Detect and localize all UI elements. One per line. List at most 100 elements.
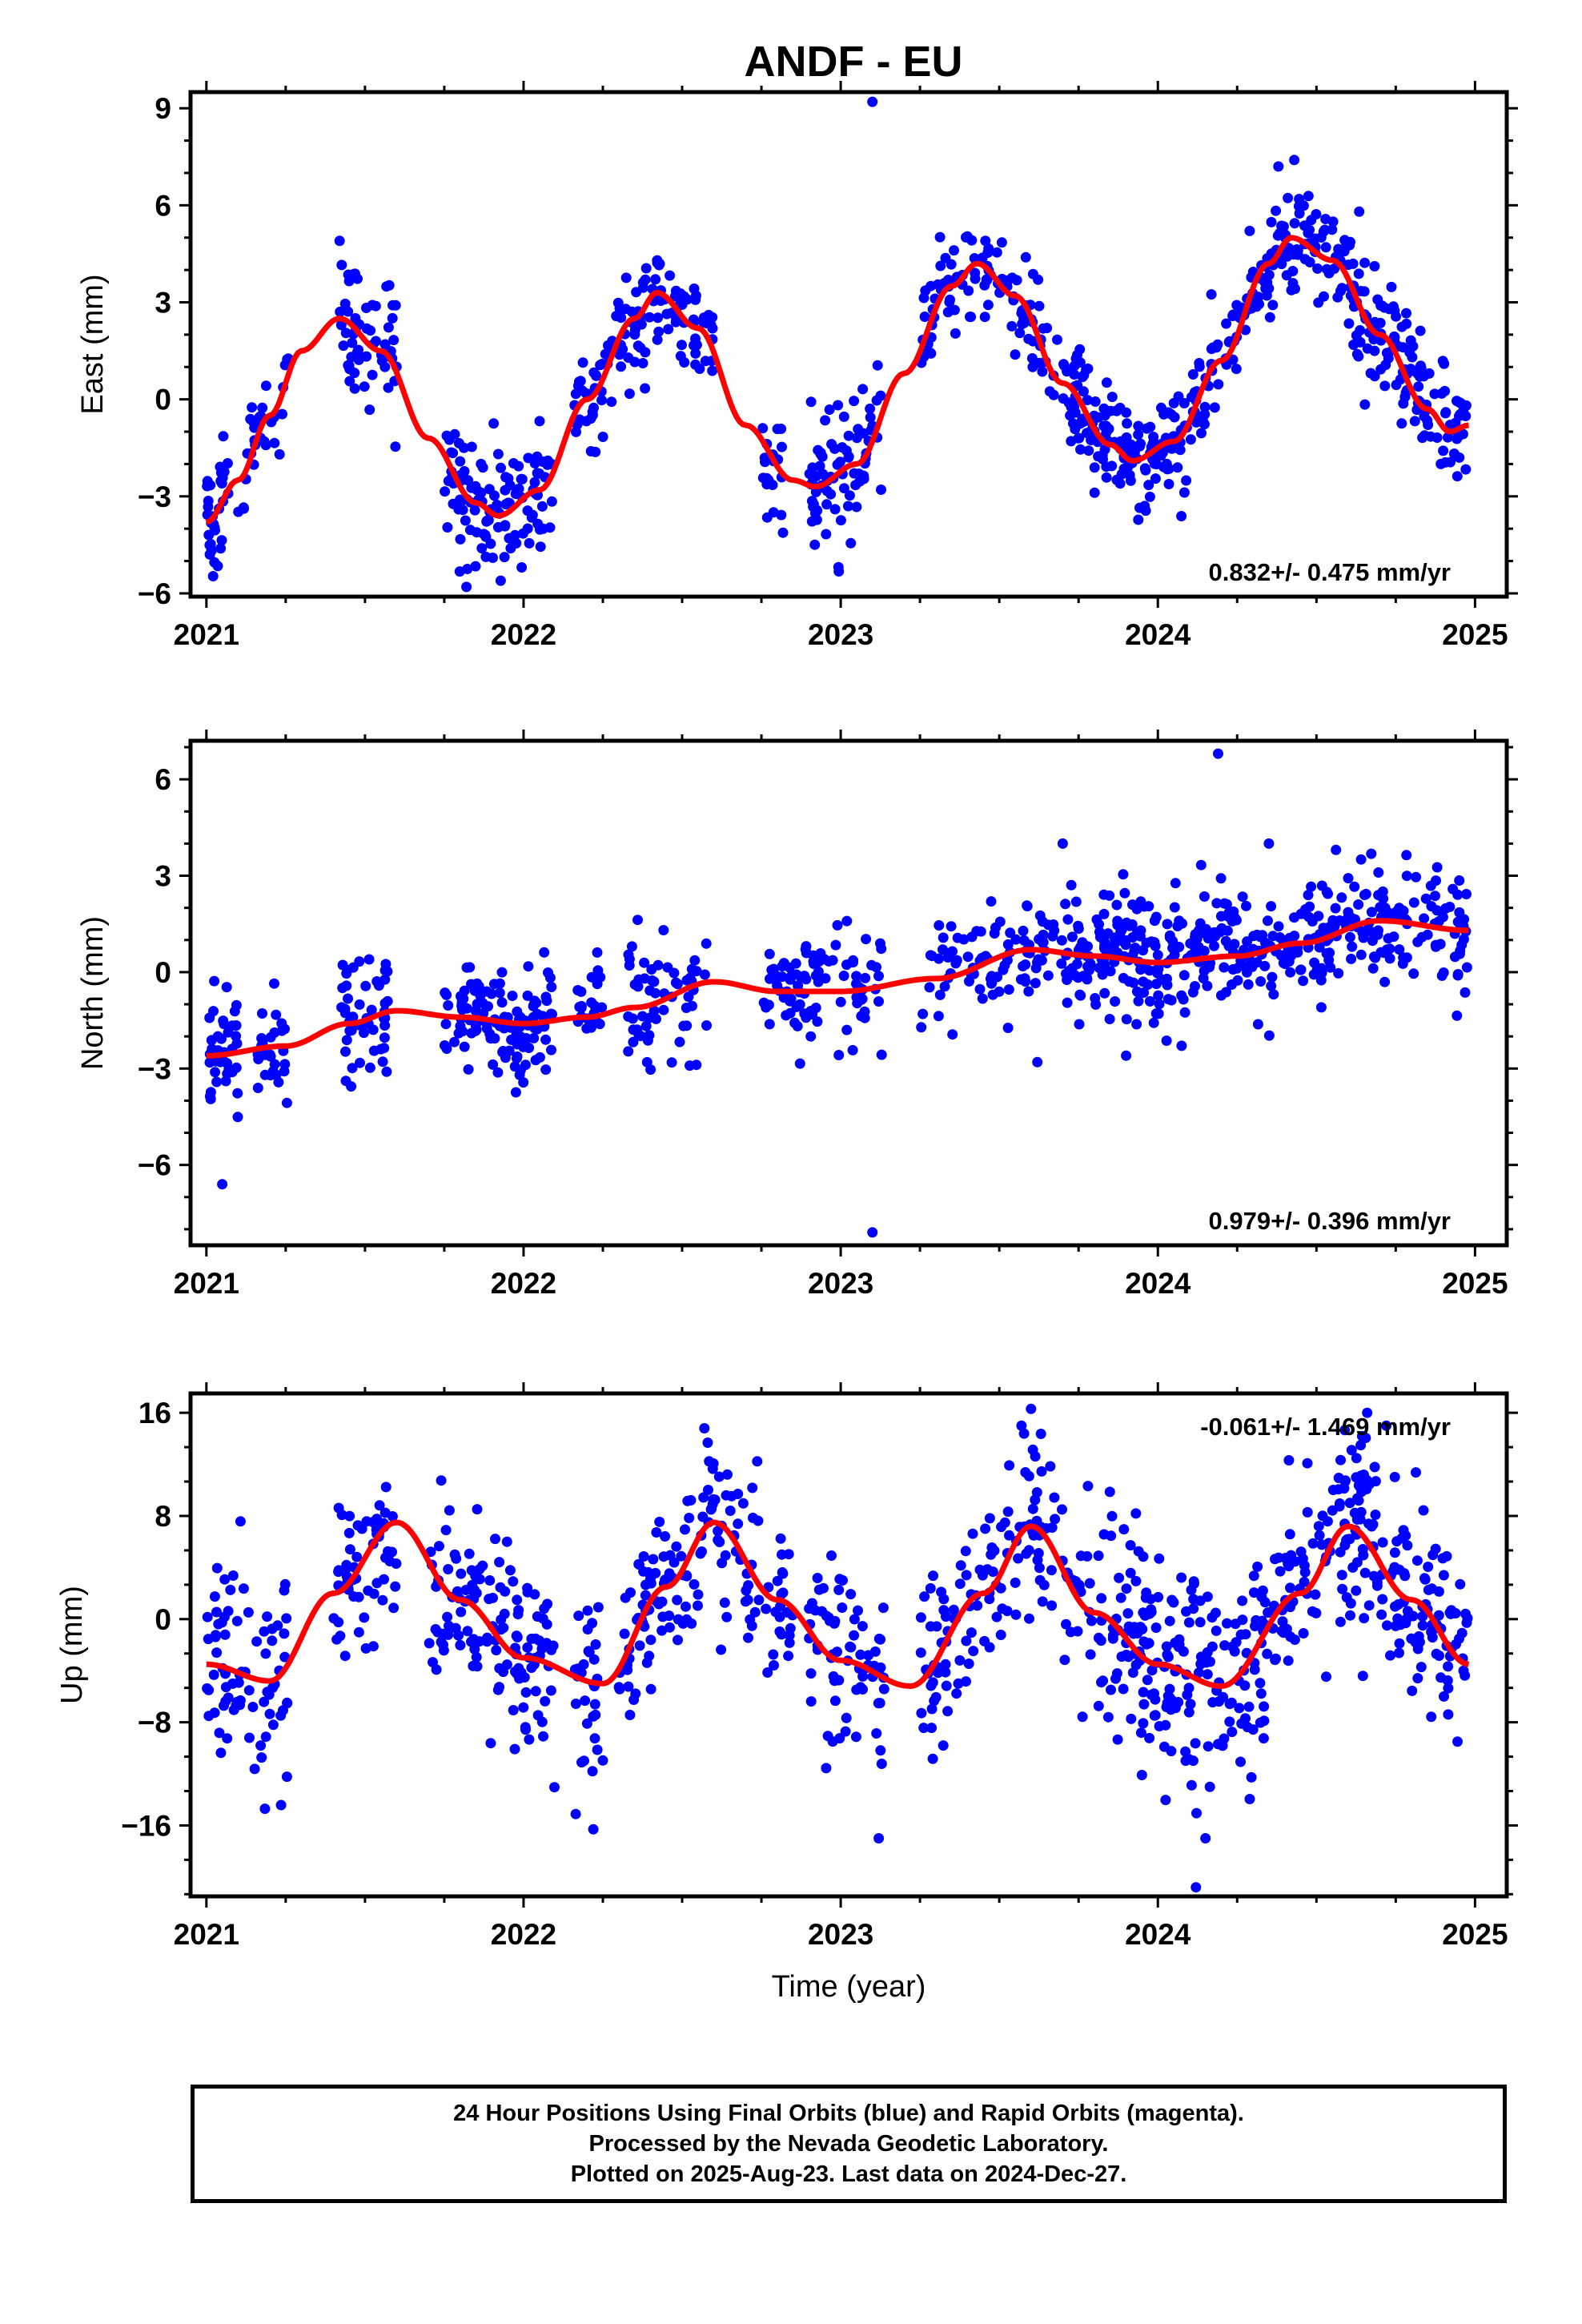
data-point <box>588 1711 599 1722</box>
data-point <box>925 1621 936 1632</box>
data-point <box>1227 979 1237 990</box>
data-point <box>1200 1833 1211 1844</box>
data-point <box>873 971 884 982</box>
data-point <box>982 300 994 311</box>
data-point <box>996 1522 1007 1533</box>
data-point <box>243 1606 254 1618</box>
data-point <box>1359 399 1371 410</box>
data-point <box>451 1553 462 1564</box>
data-point <box>938 1740 949 1751</box>
data-point <box>267 1635 278 1647</box>
data-point <box>869 1646 881 1657</box>
data-point <box>1267 300 1279 311</box>
data-point <box>784 1637 795 1648</box>
data-point <box>702 1437 713 1448</box>
data-point <box>260 1648 271 1659</box>
data-point <box>1103 424 1114 434</box>
data-point <box>690 348 701 359</box>
data-point <box>1433 1610 1444 1621</box>
data-point <box>955 1560 966 1571</box>
data-point <box>355 1057 365 1068</box>
data-point <box>1412 368 1423 379</box>
data-point <box>1086 1615 1097 1626</box>
data-point <box>381 1066 392 1077</box>
data-point <box>743 1632 753 1643</box>
data-point <box>628 1695 640 1705</box>
data-point <box>281 1771 292 1783</box>
data-point <box>542 459 553 470</box>
data-point <box>1366 907 1377 918</box>
rate-annotation: 0.832+/- 0.475 mm/yr <box>1209 558 1451 586</box>
data-point <box>279 1578 291 1590</box>
data-point <box>472 978 483 989</box>
data-point <box>1359 257 1371 268</box>
data-point <box>216 1033 227 1044</box>
data-point <box>1186 1584 1197 1595</box>
data-point <box>1248 931 1259 942</box>
data-point <box>1125 1567 1136 1578</box>
data-point <box>977 993 988 1004</box>
data-point <box>227 1570 239 1581</box>
data-point <box>1060 899 1071 910</box>
data-point <box>441 989 452 1000</box>
data-point <box>1271 1653 1281 1664</box>
data-point <box>470 1005 481 1016</box>
data-point <box>1286 1550 1297 1561</box>
data-point <box>835 515 846 526</box>
data-point <box>281 1097 292 1108</box>
data-point <box>511 1630 522 1642</box>
data-point <box>208 1669 219 1680</box>
data-point <box>652 312 664 324</box>
data-point <box>1362 343 1373 354</box>
data-point <box>806 496 817 507</box>
data-point <box>1046 1600 1058 1611</box>
y-tick-label: −16 <box>121 1809 171 1842</box>
data-point <box>1118 1683 1129 1695</box>
data-point <box>215 543 227 554</box>
data-point <box>1219 1733 1230 1744</box>
data-point <box>684 1513 695 1523</box>
data-point <box>1415 1662 1427 1673</box>
data-point <box>474 1574 485 1585</box>
data-point <box>1066 879 1077 891</box>
data-point <box>821 1610 832 1622</box>
data-point <box>778 992 789 1003</box>
data-point <box>585 446 596 456</box>
data-point <box>536 1643 548 1655</box>
data-point <box>483 1001 493 1012</box>
data-point <box>1169 412 1180 423</box>
data-point <box>466 1565 477 1576</box>
data-point <box>1101 472 1112 483</box>
data-point <box>1183 1707 1195 1718</box>
data-point <box>1098 1675 1109 1687</box>
data-point <box>872 360 883 371</box>
data-point <box>336 1002 347 1013</box>
data-point <box>811 471 822 481</box>
data-point <box>1430 891 1440 902</box>
data-point <box>1375 947 1387 958</box>
data-point <box>1340 1475 1351 1486</box>
data-point <box>215 476 227 487</box>
data-point <box>1122 418 1133 429</box>
data-point <box>1075 444 1086 455</box>
data-point <box>1133 420 1144 432</box>
data-point <box>1461 962 1472 973</box>
data-point <box>1450 1608 1461 1618</box>
data-point <box>1427 1550 1439 1561</box>
data-point <box>764 1019 775 1030</box>
data-point <box>1418 1505 1429 1516</box>
data-point <box>765 973 775 984</box>
data-point <box>1118 869 1129 880</box>
data-point <box>588 367 600 378</box>
data-point <box>1373 890 1384 901</box>
data-point <box>588 1823 599 1835</box>
footer-line-1: 24 Hour Positions Using Final Orbits (bl… <box>453 2101 1244 2126</box>
data-point <box>1448 448 1460 459</box>
data-point <box>833 400 844 411</box>
x-tick-label: 2025 <box>1442 1918 1508 1951</box>
data-point <box>455 1020 466 1031</box>
data-point <box>1139 463 1150 474</box>
data-point <box>218 431 229 442</box>
data-point <box>1078 386 1089 397</box>
x-tick-label: 2024 <box>1125 1267 1191 1300</box>
